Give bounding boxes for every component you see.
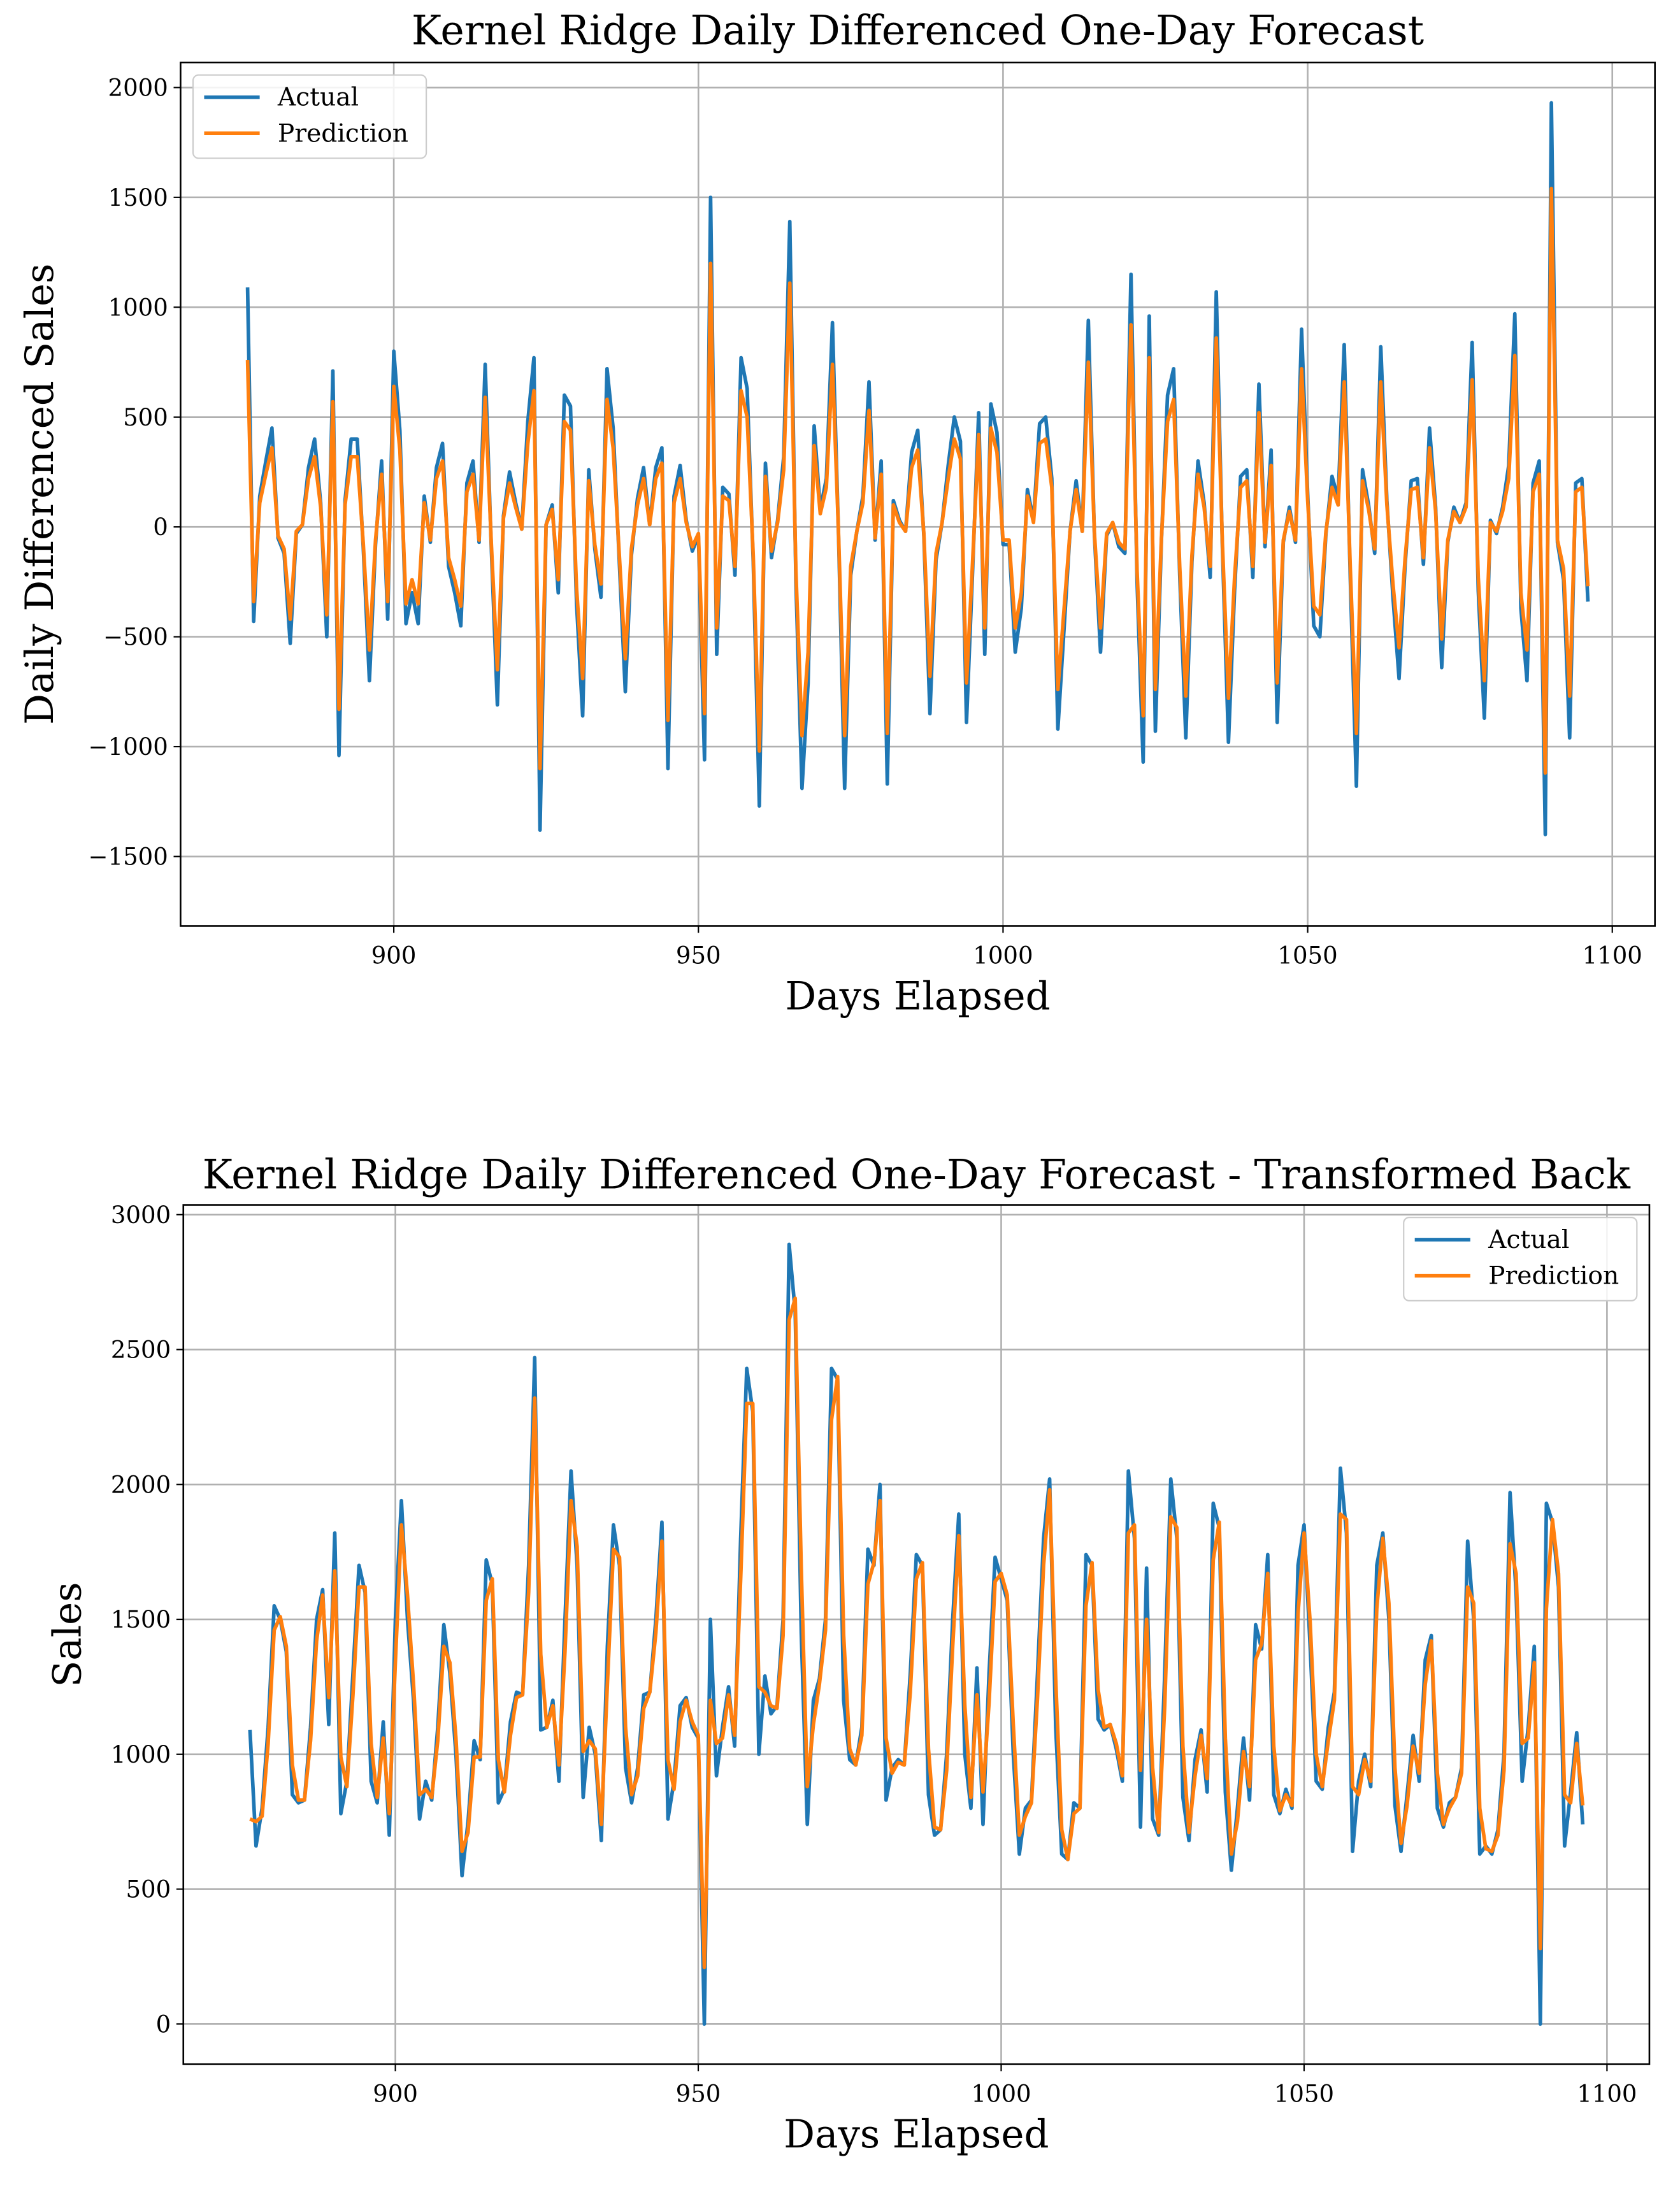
legend-label: Actual <box>1488 1226 1569 1254</box>
y-axis-label: Sales <box>45 1582 90 1687</box>
y-tick-label: 500 <box>126 1876 171 1903</box>
y-tick-label: 1500 <box>108 184 168 211</box>
x-axis-label: Days Elapsed <box>785 973 1050 1019</box>
y-tick-label: −1000 <box>89 733 168 761</box>
plot-area <box>245 101 1590 836</box>
x-tick-label: 950 <box>676 942 721 969</box>
chart-title: Kernel Ridge Daily Differenced One-Day F… <box>412 7 1424 54</box>
y-tick-label: 1000 <box>108 294 168 321</box>
x-tick-label: 900 <box>371 942 417 969</box>
x-tick-label: 1000 <box>973 942 1033 969</box>
y-tick-label: −500 <box>103 624 168 651</box>
y-tick-label: −1500 <box>89 843 168 871</box>
legend-label: Actual <box>277 83 359 112</box>
axes-frame <box>182 1204 1651 2065</box>
x-tick-label: 950 <box>676 2080 721 2107</box>
y-tick-label: 3000 <box>111 1201 171 1229</box>
x-tick-label: 1050 <box>1277 942 1337 969</box>
y-tick-label: 0 <box>156 2010 171 2038</box>
x-tick-label: 1100 <box>1577 2080 1637 2107</box>
legend-label: Prediction <box>1488 1262 1619 1291</box>
plot-area <box>248 1242 1585 2026</box>
y-axis-label: Daily Differenced Sales <box>17 264 62 725</box>
data-line <box>245 187 1590 775</box>
y-tick-label: 2000 <box>111 1471 171 1498</box>
y-tick-label: 1500 <box>111 1606 171 1633</box>
y-tick-label: 0 <box>153 513 168 541</box>
axes-frame <box>180 61 1656 927</box>
x-tick-label: 1000 <box>971 2080 1031 2107</box>
x-tick-label: 1050 <box>1274 2080 1334 2107</box>
x-tick-label: 1100 <box>1583 942 1642 969</box>
x-tick-label: 900 <box>373 2080 418 2107</box>
legend-label: Prediction <box>278 119 408 148</box>
x-axis-label: Days Elapsed <box>784 2112 1049 2157</box>
data-line <box>245 101 1590 836</box>
y-tick-label: 500 <box>123 404 168 431</box>
y-tick-label: 2500 <box>111 1336 171 1364</box>
data-line <box>249 1296 1585 1970</box>
y-tick-label: 2000 <box>108 74 168 101</box>
chart-title: Kernel Ridge Daily Differenced One-Day F… <box>203 1150 1631 1198</box>
y-tick-label: 1000 <box>111 1741 171 1768</box>
